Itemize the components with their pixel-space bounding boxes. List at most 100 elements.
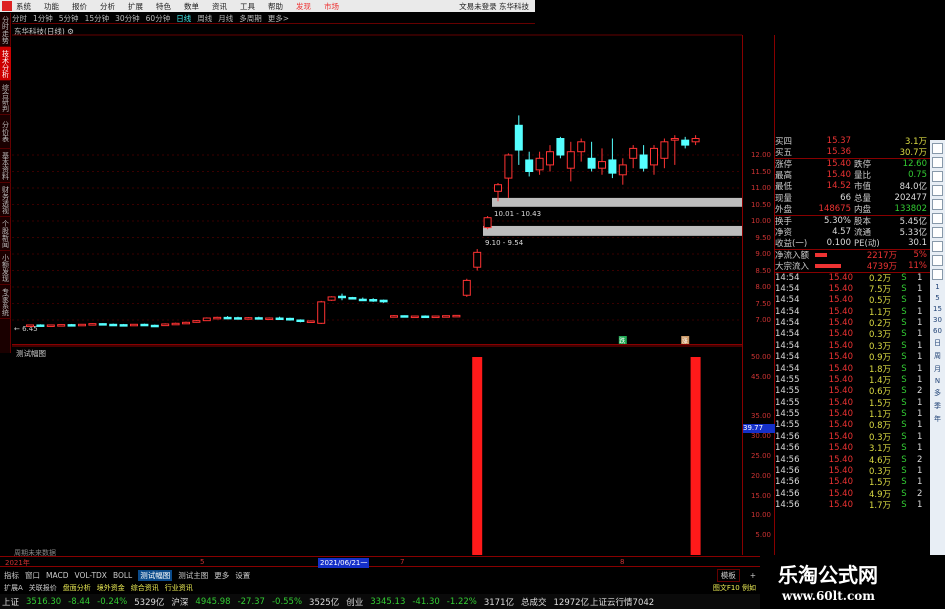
stat-row: 外盘 148675 内盘 133802 <box>775 203 930 216</box>
period-tab[interactable]: 5分钟 <box>58 13 79 23</box>
user-status[interactable]: 文易未登录 东华科技 <box>459 1 529 11</box>
menu-item[interactable]: 扩展 <box>128 1 143 11</box>
tick-count: 1 <box>917 500 923 511</box>
tick-side: S <box>901 272 907 283</box>
stat-label: 外盘 <box>775 205 793 216</box>
menu-item[interactable]: 报价 <box>72 1 87 11</box>
ext-tab[interactable]: 关联报价 <box>28 584 57 592</box>
period-shortcut[interactable]: 15 <box>933 305 942 313</box>
indicator-tab[interactable]: 测试幅图 <box>138 569 173 581</box>
period-shortcut[interactable]: 60 <box>933 327 942 335</box>
tool-icon[interactable] <box>932 269 943 280</box>
period-tab[interactable]: 30分钟 <box>115 13 140 23</box>
tick-time: 14:56 <box>775 431 800 442</box>
menu-item[interactable]: 系统 <box>16 1 31 11</box>
menu-item-highlight[interactable]: 发现 <box>296 1 311 11</box>
period-tab[interactable]: 15分钟 <box>84 13 110 23</box>
ext-tab[interactable]: 行业资讯 <box>164 584 193 592</box>
menu-item[interactable]: 工具 <box>240 1 255 11</box>
menu-item-highlight[interactable]: 市场 <box>324 1 339 11</box>
period-shortcut[interactable]: 5 <box>935 294 940 302</box>
menu-item[interactable]: 资讯 <box>212 1 227 11</box>
candle-body <box>182 321 190 325</box>
tool-icon[interactable] <box>932 255 943 266</box>
sidebar-tab[interactable]: 技术分析 <box>0 47 11 81</box>
signal-marker <box>618 336 627 344</box>
template-button[interactable]: 模板 <box>716 568 740 582</box>
sidebar-tab[interactable]: 综合研判 <box>0 81 11 115</box>
ext-tab[interactable]: 境外资金 <box>96 584 125 592</box>
main-chart-pane[interactable] <box>12 35 742 345</box>
cloud-quote[interactable]: 上证云行情7042 <box>590 597 655 608</box>
flow-value: 4739万 <box>866 262 897 272</box>
tick-time: 14:55 <box>775 420 800 431</box>
indicator-tab[interactable]: 窗口 <box>25 570 40 580</box>
period-tab[interactable]: 60分钟 <box>145 13 171 23</box>
period-shortcut[interactable]: 月 <box>934 365 941 373</box>
sidebar-tab[interactable]: 基本资料 <box>0 149 11 183</box>
indicator-tab[interactable]: 更多 <box>214 570 230 580</box>
period-shortcut[interactable]: N <box>934 377 941 385</box>
indicator-tab[interactable]: 设置 <box>235 570 251 580</box>
tick-time: 14:55 <box>775 409 800 420</box>
candle-body <box>442 315 450 318</box>
sidebar-tab[interactable]: 分时走势 <box>0 13 11 47</box>
menu-item[interactable]: 分析 <box>100 1 115 11</box>
sidebar-tab[interactable]: 分价表 <box>0 115 11 149</box>
menu-item[interactable]: 功能 <box>44 1 59 11</box>
tick-side: S <box>901 488 907 499</box>
add-button[interactable]: + <box>749 570 756 580</box>
tick-side: S <box>901 420 907 431</box>
tool-icon[interactable] <box>932 157 943 168</box>
period-tab[interactable]: 更多> <box>267 13 289 23</box>
tick-row: 14:55 15.40 1.1万 S 1 <box>775 408 930 420</box>
ext-tab[interactable]: 扩展A <box>4 584 23 592</box>
candle-body <box>192 320 201 323</box>
sidebar-tab[interactable]: 个股新闻 <box>0 217 11 251</box>
tool-icon[interactable] <box>932 213 943 224</box>
tool-icon[interactable] <box>932 171 943 182</box>
flow-percent: 5% <box>913 250 928 261</box>
indicator-tab[interactable]: BOLL <box>112 570 133 580</box>
support-band <box>483 225 742 236</box>
tool-icon[interactable] <box>932 227 943 238</box>
period-shortcut[interactable]: 日 <box>934 339 941 347</box>
price-axis-label: 10.50 <box>750 200 771 209</box>
indicator-title[interactable]: 测试幅图 <box>16 349 46 358</box>
period-tab[interactable]: 日线 <box>176 13 192 23</box>
tick-time: 14:55 <box>775 374 800 385</box>
tool-icon[interactable] <box>932 185 943 196</box>
indicator-tab[interactable]: 测试主图 <box>178 570 209 580</box>
period-tab[interactable]: 周线 <box>197 13 213 23</box>
tool-icon[interactable] <box>932 143 943 154</box>
period-shortcut[interactable]: 周 <box>934 352 941 360</box>
period-tab[interactable]: 月线 <box>218 13 234 23</box>
period-tab[interactable]: 多周期 <box>239 13 262 23</box>
tick-count: 1 <box>917 477 923 488</box>
f10-button[interactable]: 图文F10 例如 <box>712 584 756 592</box>
period-tab[interactable]: 1分钟 <box>33 13 53 23</box>
tick-price: 15.40 <box>828 466 853 477</box>
sidebar-tab[interactable]: 财务透视 <box>0 183 11 217</box>
menu-item[interactable]: 帮助 <box>268 1 283 11</box>
candle-body <box>57 324 66 327</box>
menu-item[interactable]: 数单 <box>184 1 199 11</box>
period-tab[interactable]: 分时 <box>12 13 27 23</box>
period-shortcut[interactable]: 30 <box>933 316 942 324</box>
period-shortcut[interactable]: 年 <box>934 415 941 423</box>
period-shortcut[interactable]: 季 <box>934 402 941 410</box>
ext-tab[interactable]: 综合资讯 <box>130 584 159 592</box>
period-shortcut[interactable]: 多 <box>934 389 941 397</box>
ext-tab[interactable]: 盘面分析 <box>62 584 91 592</box>
menu-item[interactable]: 特色 <box>156 1 171 11</box>
indicator-tab[interactable]: VOL-TDX <box>74 570 107 580</box>
sidebar-tab[interactable]: 专家系统 <box>0 285 11 319</box>
tool-icon[interactable] <box>932 199 943 210</box>
indicator-tab[interactable]: 指标 <box>4 570 19 580</box>
period-shortcut[interactable]: 1 <box>935 283 940 291</box>
signal-label: 跌 <box>619 337 625 345</box>
tool-icon[interactable] <box>932 241 943 252</box>
indicator-tab[interactable]: MACD <box>46 570 69 580</box>
sidebar-tab[interactable]: 小额发现 <box>0 251 11 285</box>
